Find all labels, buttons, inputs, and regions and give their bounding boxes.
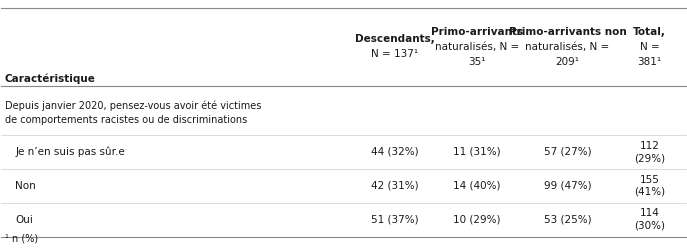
Text: Oui: Oui — [15, 215, 33, 225]
Text: Je n’en suis pas sûr.e: Je n’en suis pas sûr.e — [15, 147, 125, 157]
Text: 99 (47%): 99 (47%) — [544, 181, 592, 191]
Text: ¹ n (%): ¹ n (%) — [5, 233, 38, 243]
Text: Non: Non — [15, 181, 36, 191]
Text: Caractéristique: Caractéristique — [5, 73, 95, 84]
Text: Descendants,: Descendants, — [355, 34, 435, 44]
Text: 155
(41%): 155 (41%) — [634, 175, 665, 197]
Text: Primo-arrivants: Primo-arrivants — [431, 27, 523, 36]
Text: naturalisés, N =: naturalisés, N = — [435, 42, 519, 52]
Text: 51 (37%): 51 (37%) — [371, 215, 418, 225]
Text: 42 (31%): 42 (31%) — [371, 181, 418, 191]
Text: 35¹: 35¹ — [468, 57, 486, 67]
Text: 11 (31%): 11 (31%) — [453, 147, 501, 157]
Text: 44 (32%): 44 (32%) — [371, 147, 418, 157]
Text: 112
(29%): 112 (29%) — [634, 141, 665, 163]
Text: 381¹: 381¹ — [638, 57, 662, 67]
Text: 114
(30%): 114 (30%) — [634, 208, 665, 231]
Text: N =: N = — [640, 42, 660, 52]
Text: Total,: Total, — [633, 27, 666, 36]
Text: 209¹: 209¹ — [556, 57, 580, 67]
Text: N = 137¹: N = 137¹ — [371, 49, 418, 59]
Text: 57 (27%): 57 (27%) — [544, 147, 592, 157]
Text: Depuis janvier 2020, pensez-vous avoir été victimes
de comportements racistes ou: Depuis janvier 2020, pensez-vous avoir é… — [5, 100, 261, 124]
Text: Primo-arrivants non: Primo-arrivants non — [508, 27, 627, 36]
Text: 53 (25%): 53 (25%) — [544, 215, 592, 225]
Text: 14 (40%): 14 (40%) — [453, 181, 501, 191]
Text: 10 (29%): 10 (29%) — [453, 215, 501, 225]
Text: naturalisés, N =: naturalisés, N = — [526, 42, 609, 52]
